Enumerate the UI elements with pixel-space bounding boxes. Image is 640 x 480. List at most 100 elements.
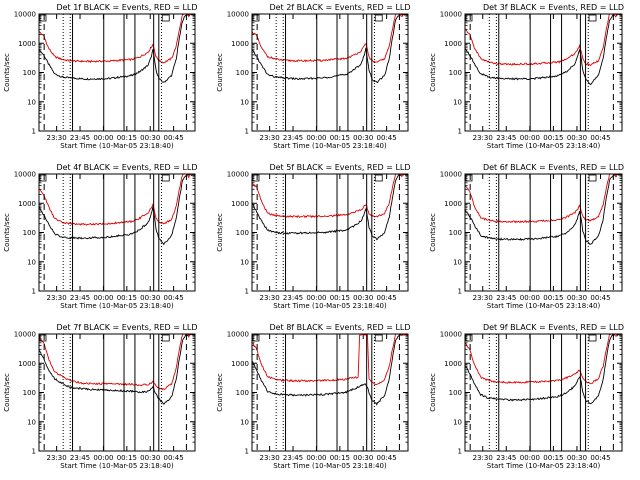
x-tick-label: 23:45 bbox=[496, 454, 516, 462]
x-tick-label: 00:45 bbox=[164, 454, 184, 462]
attenuator-marker bbox=[588, 14, 597, 22]
panel-6: Det 6f BLACK = Events, RED = LLD Counts/s… bbox=[429, 163, 624, 310]
y-tick-label: 1 bbox=[245, 448, 249, 456]
attenuator-marker bbox=[39, 14, 47, 22]
plot-frame bbox=[38, 333, 196, 452]
y-tick-label: 1000 bbox=[444, 40, 462, 48]
panel-title: Det 7f BLACK = Events, RED = LLD bbox=[56, 323, 197, 332]
x-tick-label: 23:30 bbox=[260, 134, 280, 142]
events-series-line bbox=[465, 174, 622, 245]
y-tick-label: 1000 bbox=[231, 200, 249, 208]
lld-series-line bbox=[39, 14, 195, 64]
x-tick-label: 23:45 bbox=[283, 134, 303, 142]
x-tick-label: 23:30 bbox=[260, 454, 280, 462]
x-tick-label: 00:00 bbox=[306, 134, 326, 142]
x-tick-label: 00:45 bbox=[590, 294, 610, 302]
attenuator-marker bbox=[39, 334, 47, 342]
attenuator-marker bbox=[161, 14, 170, 22]
x-tick-label: 00:00 bbox=[306, 454, 326, 462]
attenuator-marker bbox=[465, 14, 473, 22]
events-series-line bbox=[39, 174, 195, 246]
attenuator-marker bbox=[161, 174, 170, 182]
plot-frame bbox=[464, 333, 623, 452]
y-tick-label: 10000 bbox=[227, 11, 249, 19]
y-tick-label: 100 bbox=[449, 69, 462, 77]
plot-frame bbox=[251, 333, 409, 452]
x-tick-label: 23:45 bbox=[283, 294, 303, 302]
x-tick-label: 23:30 bbox=[47, 454, 67, 462]
y-tick-label: 1000 bbox=[444, 200, 462, 208]
plot-frame bbox=[464, 13, 623, 132]
y-tick-label: 10000 bbox=[14, 11, 36, 19]
x-tick-label: 23:30 bbox=[473, 134, 493, 142]
y-tick-label: 100 bbox=[449, 229, 462, 237]
x-tick-label: 23:45 bbox=[70, 134, 90, 142]
x-axis-label: Start Time (10-Mar-05 23:18:40) bbox=[60, 462, 174, 470]
y-tick-label: 1000 bbox=[444, 360, 462, 368]
x-tick-label: 23:45 bbox=[496, 294, 516, 302]
x-tick-label: 00:15 bbox=[117, 454, 137, 462]
x-axis-label: Start Time (10-Mar-05 23:18:40) bbox=[487, 462, 601, 470]
attenuator-marker bbox=[465, 174, 473, 182]
y-tick-label: 10 bbox=[453, 98, 462, 106]
y-tick-label: 10 bbox=[240, 418, 249, 426]
x-tick-label: 00:45 bbox=[377, 294, 397, 302]
x-tick-label: 00:00 bbox=[520, 294, 540, 302]
events-series-line bbox=[252, 14, 408, 84]
y-tick-label: 1000 bbox=[18, 360, 36, 368]
y-tick-label: 10 bbox=[453, 258, 462, 266]
y-tick-label: 10000 bbox=[440, 11, 462, 19]
attenuator-marker bbox=[465, 334, 473, 342]
y-tick-label: 10000 bbox=[14, 171, 36, 179]
lld-series-line bbox=[465, 174, 622, 224]
x-tick-label: 23:45 bbox=[283, 454, 303, 462]
y-tick-label: 1000 bbox=[18, 200, 36, 208]
x-tick-label: 00:15 bbox=[543, 134, 563, 142]
panel-title: Det 4f BLACK = Events, RED = LLD bbox=[56, 163, 197, 172]
panel-title: Det 1f BLACK = Events, RED = LLD bbox=[56, 3, 197, 12]
y-axis-label: Counts/sec bbox=[3, 213, 11, 252]
x-tick-label: 00:00 bbox=[93, 134, 113, 142]
y-tick-label: 1 bbox=[458, 448, 462, 456]
panel-title: Det 6f BLACK = Events, RED = LLD bbox=[483, 163, 624, 172]
y-tick-label: 1 bbox=[32, 448, 36, 456]
x-tick-label: 00:15 bbox=[543, 454, 563, 462]
x-tick-label: 23:45 bbox=[70, 294, 90, 302]
x-tick-label: 23:45 bbox=[496, 134, 516, 142]
x-tick-label: 23:30 bbox=[47, 134, 67, 142]
lld-series-line bbox=[39, 174, 195, 226]
y-tick-label: 1000 bbox=[18, 40, 36, 48]
y-axis-label: Counts/sec bbox=[429, 213, 437, 252]
y-axis-label: Counts/sec bbox=[216, 213, 224, 252]
events-series-line bbox=[465, 334, 622, 405]
y-tick-label: 10 bbox=[27, 258, 36, 266]
x-tick-label: 00:30 bbox=[140, 134, 160, 142]
y-axis-label: Counts/sec bbox=[216, 53, 224, 92]
x-axis-label: Start Time (10-Mar-05 23:18:40) bbox=[273, 302, 387, 310]
x-tick-label: 00:30 bbox=[567, 134, 587, 142]
x-tick-label: 00:45 bbox=[377, 454, 397, 462]
y-tick-label: 10 bbox=[27, 418, 36, 426]
events-series-line bbox=[39, 334, 195, 405]
x-tick-label: 23:45 bbox=[70, 454, 90, 462]
y-tick-label: 10 bbox=[240, 258, 249, 266]
x-tick-label: 00:30 bbox=[353, 454, 373, 462]
attenuator-marker bbox=[252, 334, 260, 342]
panel-7: Det 7f BLACK = Events, RED = LLD Counts/s… bbox=[3, 323, 198, 470]
attenuator-marker bbox=[588, 334, 597, 342]
attenuator-marker bbox=[374, 174, 383, 182]
x-axis-label: Start Time (10-Mar-05 23:18:40) bbox=[60, 302, 174, 310]
x-tick-label: 00:00 bbox=[93, 454, 113, 462]
y-tick-label: 100 bbox=[236, 229, 249, 237]
attenuator-marker bbox=[588, 174, 597, 182]
x-tick-label: 23:30 bbox=[473, 454, 493, 462]
y-tick-label: 100 bbox=[236, 69, 249, 77]
lld-series-line bbox=[252, 334, 408, 386]
plot-frame bbox=[251, 173, 409, 292]
attenuator-marker bbox=[252, 14, 260, 22]
attenuator-marker bbox=[39, 174, 47, 182]
x-tick-label: 00:45 bbox=[164, 134, 184, 142]
panel-5: Det 5f BLACK = Events, RED = LLD Counts/s… bbox=[216, 163, 411, 310]
y-tick-label: 100 bbox=[449, 389, 462, 397]
panel-title: Det 3f BLACK = Events, RED = LLD bbox=[483, 3, 624, 12]
